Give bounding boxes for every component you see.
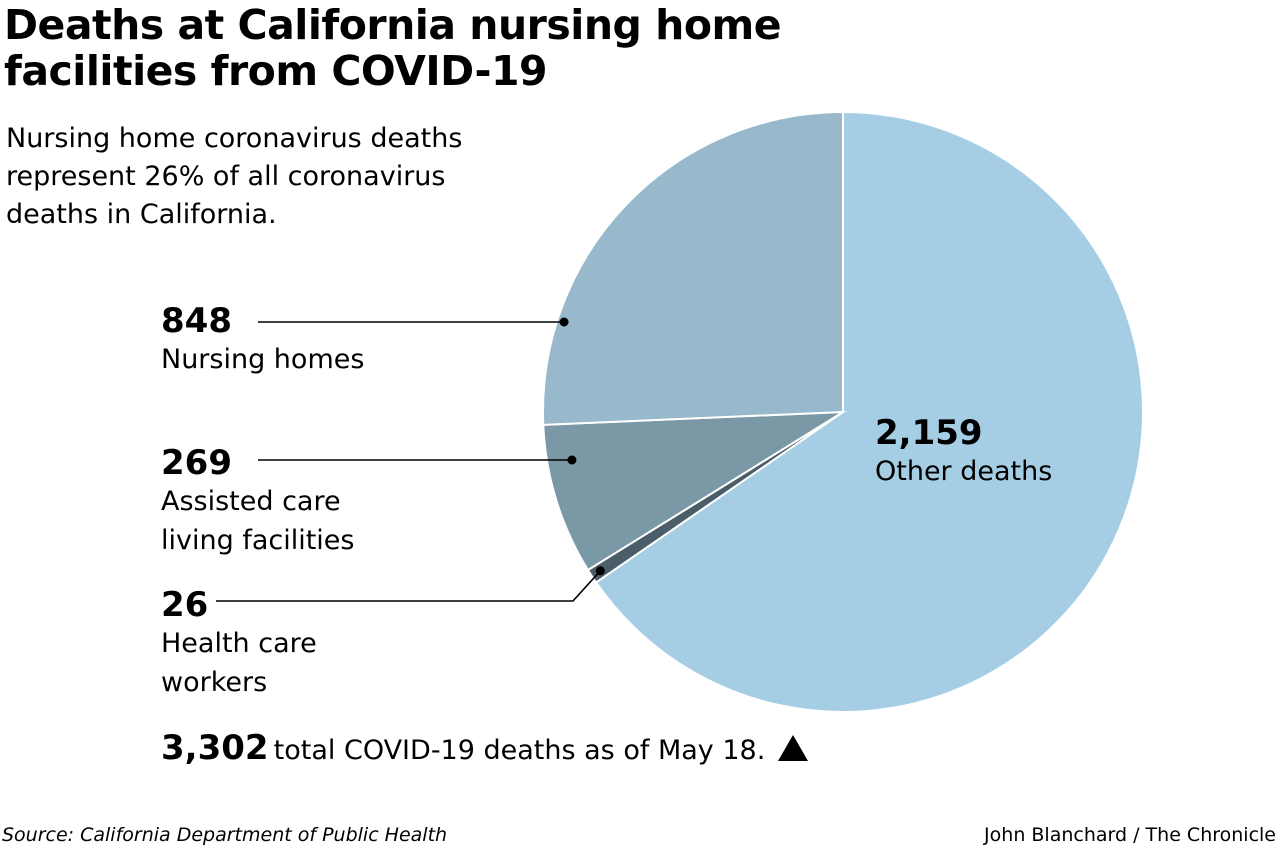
name-assisted-care: Assisted care living facilities <box>161 486 355 556</box>
name-nursing-homes: Nursing homes <box>161 344 365 375</box>
value-other-deaths: 2,159 <box>875 413 983 453</box>
slice-assisted-care <box>542 410 847 572</box>
name-other-deaths: Other deaths <box>875 456 1053 487</box>
leader-dot-nursing-homes <box>559 317 569 327</box>
triangle-icon <box>778 735 809 761</box>
label-other-deaths: 2,159 Other deaths <box>875 414 1052 491</box>
value-nursing-homes: 848 <box>161 301 232 341</box>
name-health-care-workers: Health care workers <box>161 628 317 698</box>
value-health-care-workers: 26 <box>161 585 209 625</box>
chart-title: Deaths at California nursing home facili… <box>4 1 782 95</box>
source-note: Source: California Department of Public … <box>2 824 448 846</box>
label-nursing-homes: 848 Nursing homes <box>161 302 364 379</box>
total-deaths-note: 3,302 total COVID-19 deaths as of May 18… <box>161 728 809 768</box>
slice-other-deaths <box>594 110 1144 713</box>
label-assisted-care: 269 Assisted care living facilities <box>161 444 421 560</box>
value-assisted-care: 269 <box>161 443 232 483</box>
chart-subtitle: Nursing home coronavirus deaths represen… <box>6 123 463 230</box>
total-deaths-text: total COVID-19 deaths as of May 18. <box>273 735 766 766</box>
label-health-care-workers: 26 Health care workers <box>161 586 361 702</box>
total-deaths-value: 3,302 <box>161 728 269 768</box>
leader-line-health-care-workers <box>216 570 601 602</box>
slice-nursing-homes <box>542 110 844 426</box>
leader-dot-health-care-workers <box>595 566 605 576</box>
leader-dot-assisted-care <box>567 455 577 465</box>
credit-note: John Blanchard / The Chronicle <box>984 824 1276 846</box>
